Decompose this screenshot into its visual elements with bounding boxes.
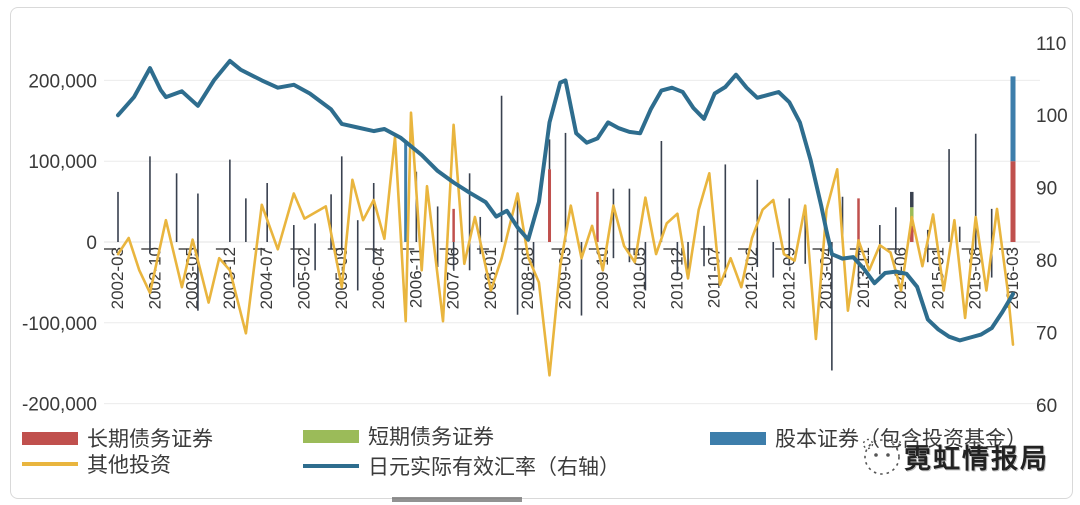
legend-item-other-investment: 其他投资 — [22, 453, 171, 477]
svg-text:80: 80 — [1036, 251, 1057, 272]
legend-label: 股本证券（包含投资基金） — [775, 427, 1027, 451]
svg-text:200,000: 200,000 — [28, 71, 97, 92]
svg-text:2004-07: 2004-07 — [257, 247, 276, 309]
svg-text:2002-03: 2002-03 — [108, 247, 127, 309]
svg-text:60: 60 — [1036, 396, 1057, 417]
watermark: 霓虹情报局 — [858, 432, 1049, 480]
watermark-logo-icon — [862, 438, 902, 475]
svg-text:2006-04: 2006-04 — [369, 247, 388, 309]
cropped-legend-fragment — [392, 497, 522, 502]
svg-text:2003-05: 2003-05 — [183, 247, 202, 309]
watermark-text: 霓虹情报局 — [904, 443, 1049, 474]
jpy-reer-swatch — [303, 464, 359, 468]
svg-text:2010-05: 2010-05 — [630, 247, 649, 309]
svg-text:100,000: 100,000 — [28, 152, 97, 173]
legend-label: 其他投资 — [87, 453, 171, 477]
svg-text:2008-08: 2008-08 — [518, 247, 537, 309]
legend-item-equity: 股本证券（包含投资基金） — [710, 427, 1027, 451]
svg-text:2009-10: 2009-10 — [593, 247, 612, 309]
svg-text:2012-02: 2012-02 — [742, 247, 761, 309]
legend-label: 日元实际有效汇率（右轴） — [368, 455, 620, 479]
long-term-debt-swatch — [22, 431, 78, 445]
svg-text:100: 100 — [1036, 106, 1068, 127]
other-investment-swatch — [22, 462, 78, 466]
svg-text:2015-01: 2015-01 — [928, 247, 947, 309]
legend-item-jpy-reer: 日元实际有效汇率（右轴） — [303, 455, 620, 479]
svg-text:70: 70 — [1036, 323, 1057, 344]
legend-item-long-term-debt: 长期债务证券 — [22, 427, 213, 451]
legend-label: 短期债务证券 — [368, 425, 494, 449]
svg-text:-200,000: -200,000 — [22, 395, 97, 416]
chart-border — [10, 7, 1073, 499]
equity-swatch — [710, 431, 766, 445]
svg-text:2011-07: 2011-07 — [705, 247, 724, 308]
legend-label: 长期债务证券 — [87, 427, 213, 451]
svg-text:2002-10: 2002-10 — [145, 247, 164, 309]
short-term-debt-swatch — [303, 429, 359, 443]
svg-text:-100,000: -100,000 — [22, 314, 97, 335]
svg-text:2005-02: 2005-02 — [294, 247, 313, 309]
svg-text:2012-09: 2012-09 — [779, 247, 798, 309]
svg-text:2010-12: 2010-12 — [667, 247, 686, 309]
svg-text:90: 90 — [1036, 179, 1057, 200]
legend-item-short-term-debt: 短期债务证券 — [303, 425, 494, 449]
svg-text:0: 0 — [86, 233, 97, 254]
svg-text:2007-06: 2007-06 — [444, 247, 463, 309]
svg-text:110: 110 — [1036, 34, 1066, 55]
svg-text:2003-12: 2003-12 — [220, 247, 239, 309]
